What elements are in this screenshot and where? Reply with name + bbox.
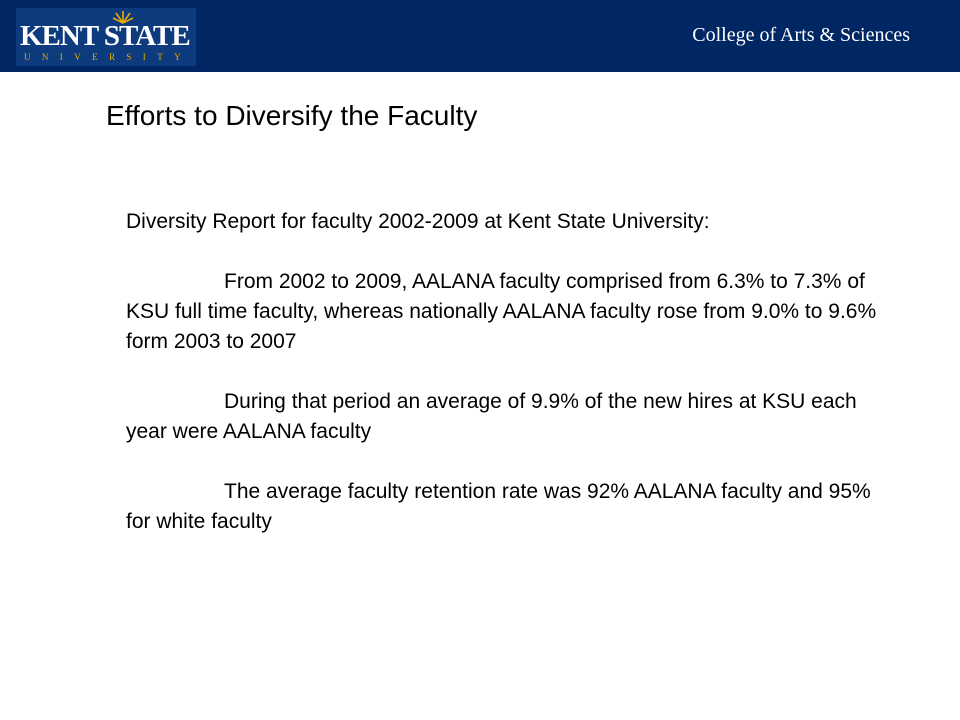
body-paragraph: During that period an average of 9.9% of… (126, 390, 857, 443)
body-paragraph: From 2002 to 2009, AALANA faculty compri… (126, 270, 877, 353)
college-name: College of Arts & Sciences (692, 24, 910, 46)
body-paragraph: The average faculty retention rate was 9… (126, 480, 871, 533)
slide-title: Efforts to Diversify the Faculty (106, 100, 478, 131)
kent-state-logo: KENT STATE UNIVERSITY (16, 8, 196, 66)
header-bar: KENT STATE UNIVERSITY College of Arts & … (0, 0, 960, 72)
logo-wordmark: KENT STATE (20, 20, 191, 52)
sun-icon (112, 11, 134, 24)
logo-subtext: UNIVERSITY (24, 52, 192, 62)
intro-text: Diversity Report for faculty 2002-2009 a… (126, 210, 710, 233)
slide-body: Diversity Report for faculty 2002-2009 a… (126, 207, 886, 537)
